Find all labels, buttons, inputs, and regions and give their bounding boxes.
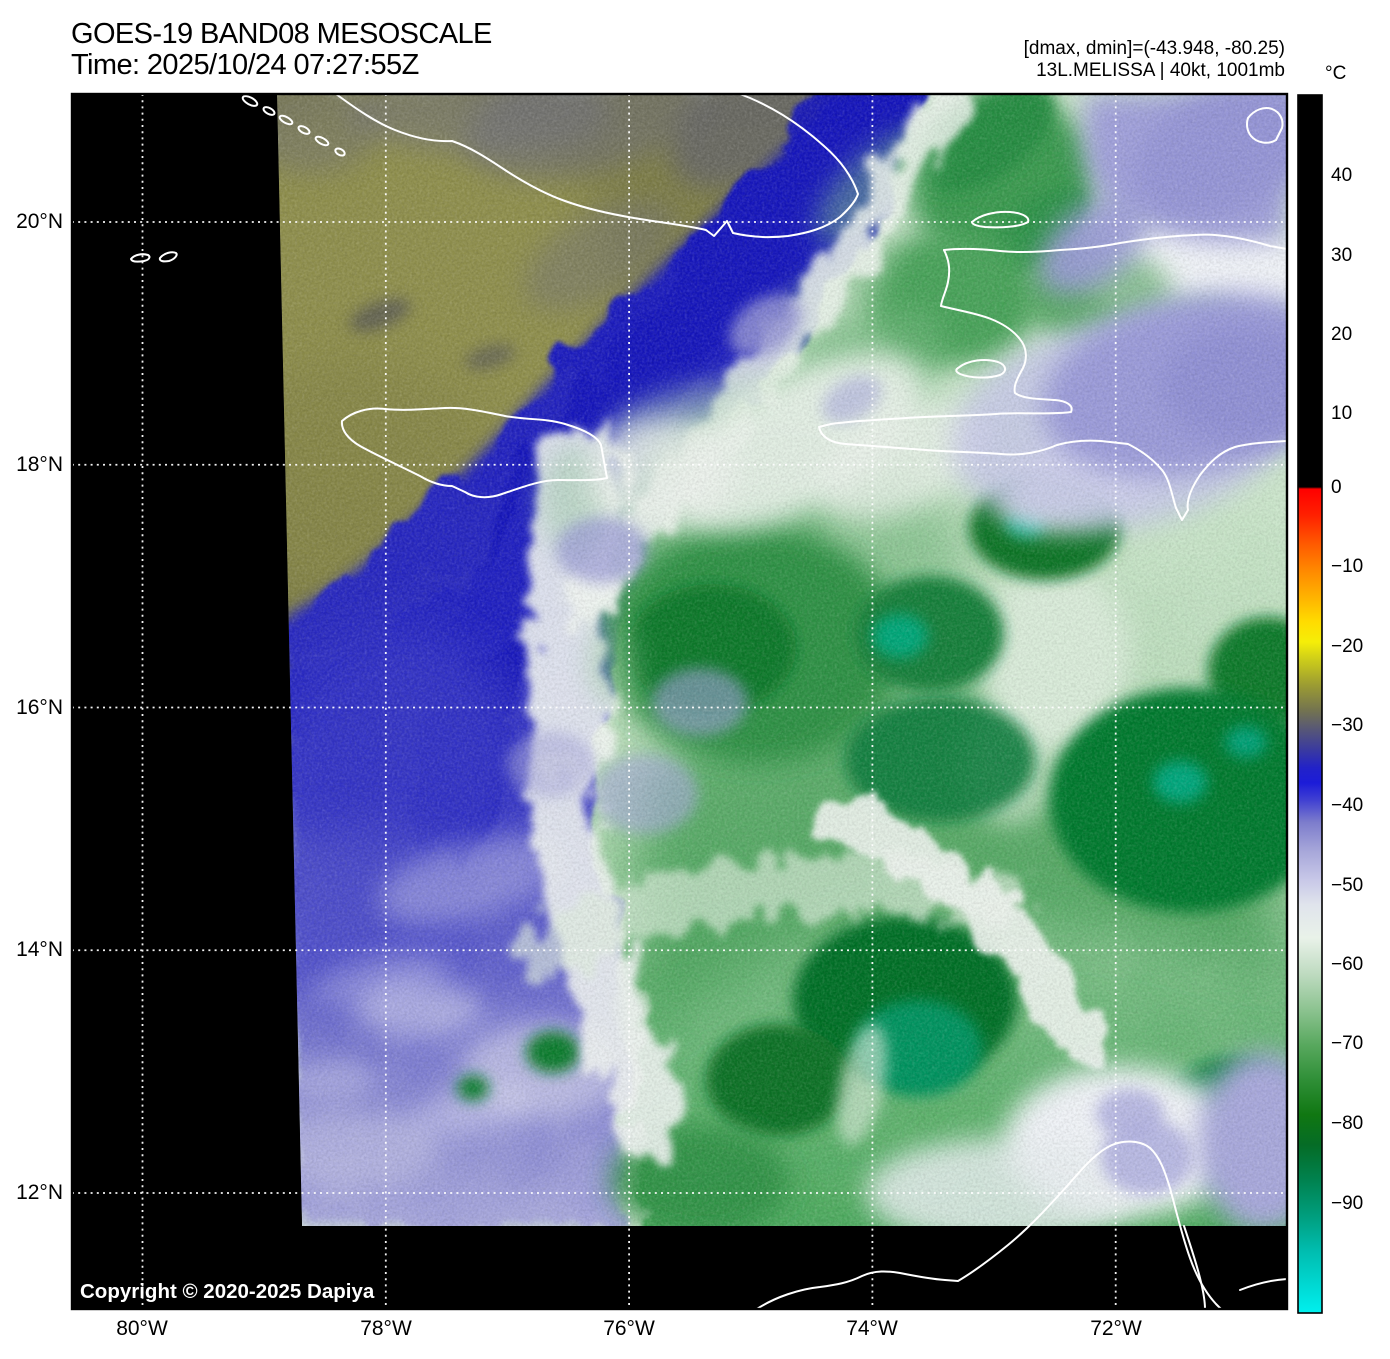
svg-text:Copyright © 2020-2025 Dapiya: Copyright © 2020-2025 Dapiya bbox=[80, 1280, 375, 1303]
